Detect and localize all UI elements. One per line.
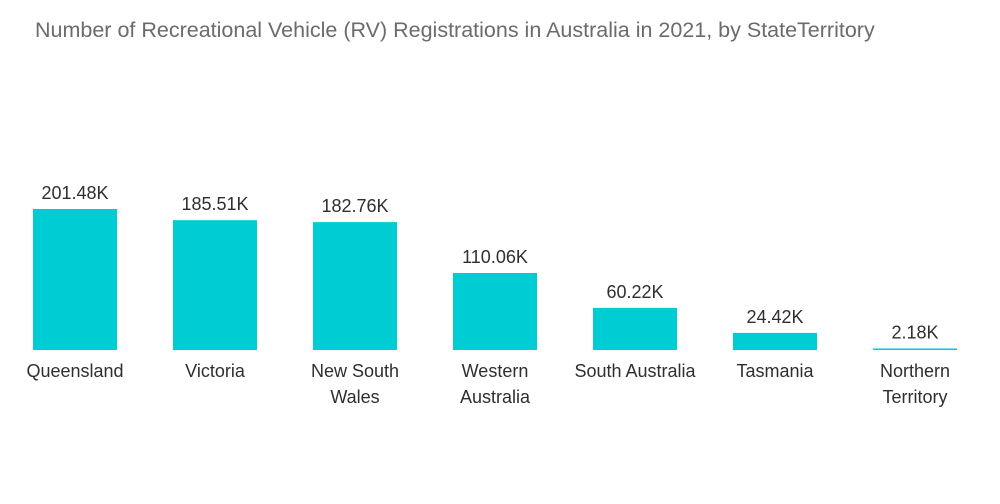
bar [33, 209, 117, 350]
chart-title: Number of Recreational Vehicle (RV) Regi… [35, 18, 875, 42]
bar [173, 220, 257, 350]
category-label: Northern Territory [880, 361, 950, 407]
bar-value-label: 182.76K [321, 196, 388, 216]
bar-value-label: 60.22K [606, 282, 663, 302]
category-label: Western Australia [460, 361, 531, 407]
bar-value-label: 185.51K [181, 194, 248, 214]
bar [313, 222, 397, 350]
bar [873, 348, 957, 350]
bar [593, 307, 677, 350]
category-label: Queensland [26, 361, 123, 381]
bar [453, 272, 537, 350]
category-label: South Australia [574, 361, 696, 381]
bars-layer [33, 209, 957, 350]
value-labels-layer: 201.48K 185.51K 182.76K 110.06K 60.22K 24.42K… [41, 183, 938, 342]
bar-value-label: 24.42K [746, 307, 803, 327]
category-label: Tasmania [736, 361, 814, 381]
category-label: New South Wales [311, 361, 399, 407]
category-label: Victoria [185, 361, 246, 381]
bar-value-label: 2.18K [891, 322, 938, 342]
category-labels-layer: Queensland Victoria New South Wales Western A… [26, 361, 950, 407]
bar-value-label: 201.48K [41, 183, 108, 203]
bar-value-label: 110.06K [462, 247, 528, 267]
bar [733, 332, 817, 350]
